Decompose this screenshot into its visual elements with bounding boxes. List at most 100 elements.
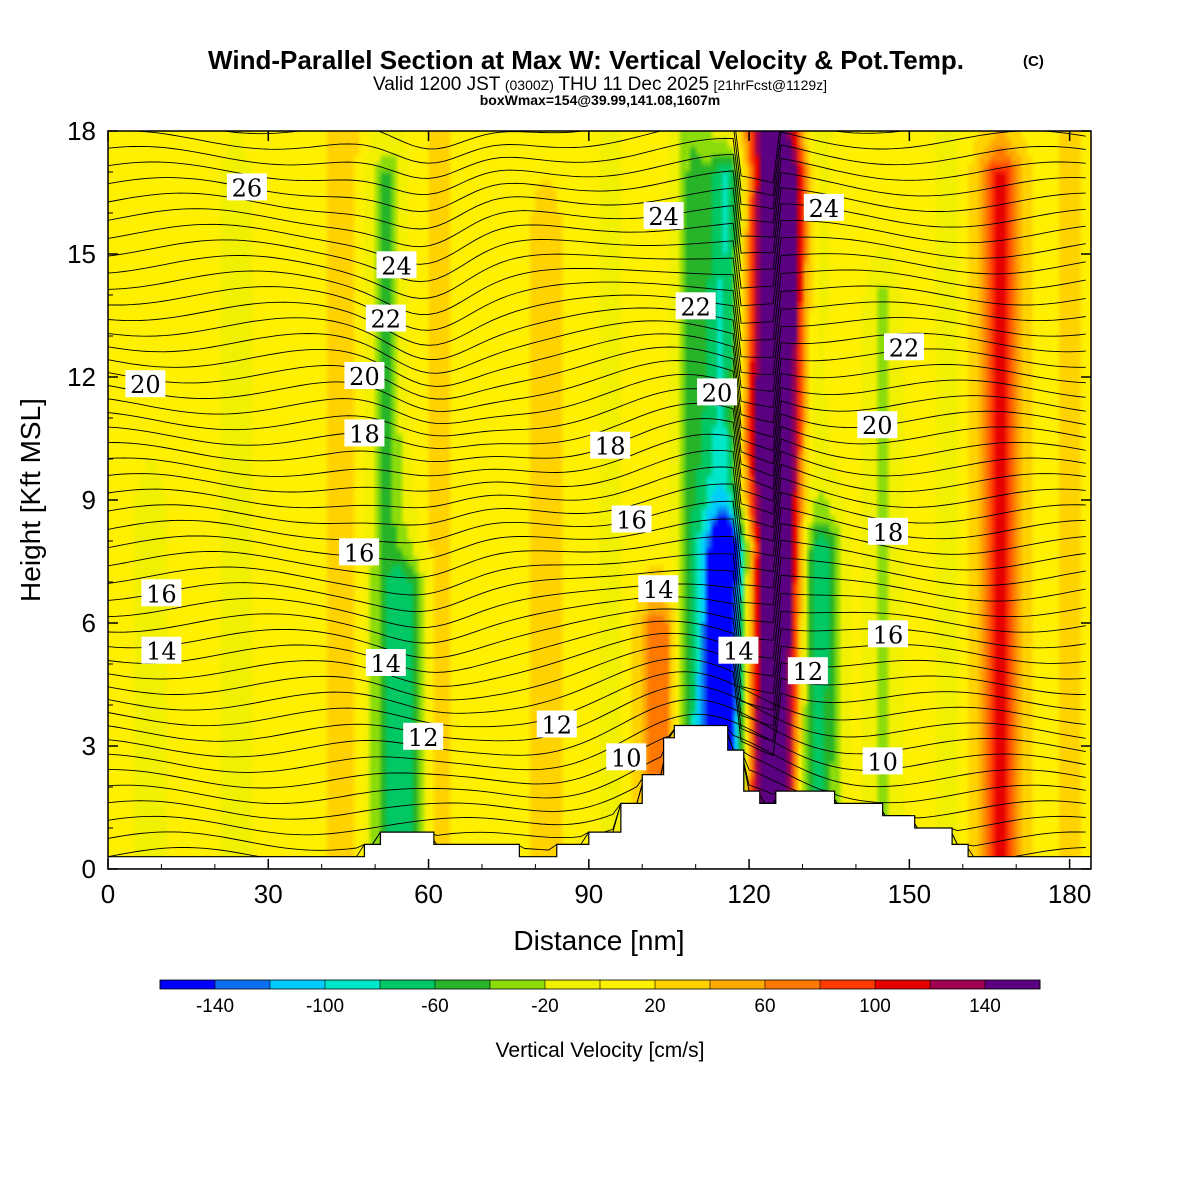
colorbar-swatch bbox=[490, 980, 546, 989]
contour-label: 12 bbox=[787, 657, 828, 686]
contour-label-text: 10 bbox=[867, 748, 898, 776]
contour-label-text: 20 bbox=[702, 379, 733, 407]
colorbar-tick-label: 140 bbox=[969, 996, 1001, 1017]
contour-label-bg bbox=[590, 431, 631, 459]
contour-label-text: 12 bbox=[408, 724, 439, 752]
contour-label-bg bbox=[125, 370, 166, 398]
contour-label-bg bbox=[611, 505, 652, 533]
contour-label: 14 bbox=[718, 636, 759, 666]
contour-label-bg bbox=[803, 193, 844, 221]
contour-label: 24 bbox=[376, 251, 417, 280]
colorbar-swatch bbox=[215, 980, 271, 989]
vertical-velocity-image bbox=[108, 131, 1091, 869]
contour-label: 10 bbox=[862, 747, 903, 776]
theta-contour-line bbox=[108, 536, 1086, 606]
contour-label-bg bbox=[718, 636, 759, 664]
contour-label: 24 bbox=[803, 193, 844, 223]
contour-label-text: 16 bbox=[146, 580, 177, 608]
colorbar-tick-label: -20 bbox=[531, 996, 558, 1017]
contour-label-text: 14 bbox=[643, 576, 674, 604]
valid-utc: (0300Z) bbox=[505, 77, 554, 93]
contour-label: 22 bbox=[365, 304, 406, 334]
contour-label-text: 10 bbox=[611, 744, 642, 772]
contour-label-bg bbox=[867, 620, 908, 648]
colorbar-swatch bbox=[160, 980, 216, 989]
theta-contour-line bbox=[108, 608, 1086, 694]
terrain-mask bbox=[108, 724, 1091, 869]
theta-contour-line bbox=[108, 500, 1086, 573]
theta-contour-line bbox=[108, 632, 1086, 727]
theta-contour-line bbox=[108, 373, 1086, 465]
contour-label-bg bbox=[365, 649, 406, 676]
contour-label-text: 22 bbox=[889, 334, 920, 362]
contour-label: 14 bbox=[141, 636, 182, 666]
contour-label: 12 bbox=[536, 710, 577, 740]
contour-label-text: 22 bbox=[680, 293, 711, 321]
contour-label: 14 bbox=[638, 575, 679, 604]
contour-label: 16 bbox=[339, 538, 380, 567]
x-tick-label: 30 bbox=[254, 879, 283, 909]
chart-title: Wind-Parallel Section at Max W: Vertical… bbox=[208, 45, 964, 75]
contour-label-bg bbox=[344, 362, 385, 389]
contour-label: 18 bbox=[590, 431, 631, 461]
theta-contour-line bbox=[108, 281, 1086, 358]
contour-label-text: 16 bbox=[344, 539, 375, 567]
colorbar: -140 -100 -60 -20 20 60 100 140 bbox=[159, 979, 1041, 1017]
contour-label-text: 16 bbox=[616, 507, 647, 535]
theta-contour-line bbox=[108, 253, 1086, 324]
contour-label-bg bbox=[697, 378, 738, 406]
x-axis-label: Distance [nm] bbox=[513, 925, 684, 956]
y-tick-label: 3 bbox=[82, 731, 96, 761]
y-tick-label: 9 bbox=[82, 485, 96, 515]
theta-contour-line bbox=[108, 236, 1086, 307]
contour-label-text: 14 bbox=[371, 650, 402, 678]
x-tick-label: 120 bbox=[727, 879, 770, 909]
y-axis-label: Height [Kft MSL] bbox=[15, 398, 46, 602]
valid-date: THU 11 Dec 2025 bbox=[558, 74, 709, 95]
theta-contour-line bbox=[108, 449, 1086, 528]
colorbar-tick-label: -60 bbox=[421, 996, 448, 1017]
theta-contour-line bbox=[108, 518, 1086, 589]
theta-contour-line bbox=[108, 645, 1086, 742]
contour-label: 20 bbox=[697, 378, 738, 407]
theta-contour-line bbox=[108, 684, 1086, 742]
colorbar-swatch bbox=[765, 980, 821, 989]
theta-contour-line bbox=[108, 294, 1086, 376]
colorbar-swatch bbox=[875, 980, 931, 989]
contour-label-text: 12 bbox=[793, 658, 824, 686]
contour-label-text: 14 bbox=[723, 638, 754, 666]
contour-label-text: 16 bbox=[873, 621, 904, 649]
contour-label-bg bbox=[643, 202, 684, 230]
colorbar-swatch bbox=[710, 980, 766, 989]
theta-contour-line bbox=[108, 713, 1086, 773]
contour-label-bg bbox=[862, 747, 903, 775]
contour-label-bg bbox=[141, 579, 182, 607]
y-tick-label: 12 bbox=[67, 362, 96, 392]
theta-contour-line bbox=[108, 699, 1086, 758]
contour-label-text: 20 bbox=[349, 363, 380, 391]
y-tick-label: 15 bbox=[67, 239, 96, 269]
contour-label-text: 26 bbox=[232, 174, 263, 202]
contour-label: 26 bbox=[226, 173, 267, 202]
theta-contour-line bbox=[108, 725, 1086, 820]
theta-contour-line bbox=[108, 658, 1086, 757]
y-tick-label: 0 bbox=[82, 854, 96, 884]
y-tick-label: 18 bbox=[67, 116, 96, 146]
theta-contour-line bbox=[108, 725, 1086, 805]
x-tick-label: 150 bbox=[888, 879, 931, 909]
theta-contour-line bbox=[108, 553, 1086, 623]
theta-contour-line bbox=[108, 137, 1086, 210]
contour-label-text: 12 bbox=[541, 712, 572, 740]
theta-contour-line bbox=[108, 620, 1086, 711]
theta-contour-line bbox=[219, 131, 906, 184]
contour-label: 14 bbox=[365, 649, 406, 678]
theta-contour-line bbox=[108, 725, 1086, 789]
contour-label-bg bbox=[606, 743, 647, 771]
colorbar-swatch bbox=[325, 980, 381, 989]
contour-label-bg bbox=[403, 722, 444, 750]
contour-label-bg bbox=[141, 636, 182, 664]
contour-label-text: 20 bbox=[862, 412, 893, 440]
y-tick-label: 6 bbox=[82, 608, 96, 638]
colorbar-tick-label: 100 bbox=[859, 996, 891, 1017]
